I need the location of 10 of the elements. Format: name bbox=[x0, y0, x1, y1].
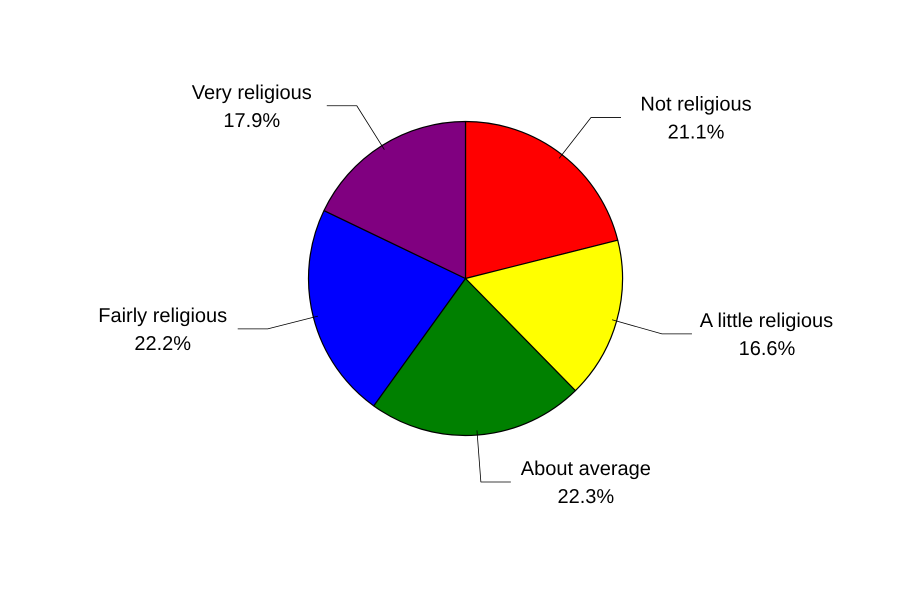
slice-label: Fairly religious bbox=[98, 304, 228, 327]
data-label: 16.6% bbox=[738, 338, 796, 360]
slice-label: A little religious bbox=[700, 310, 834, 332]
data-label: 22.2% bbox=[134, 332, 192, 355]
slice-label: Not religious bbox=[640, 94, 752, 116]
slice-label: Very religious bbox=[192, 82, 312, 104]
data-label: 22.3% bbox=[558, 486, 614, 508]
slice-label: About average bbox=[520, 458, 651, 480]
data-label: 21.1% bbox=[668, 122, 725, 144]
data-label: 17.9% bbox=[223, 110, 280, 132]
